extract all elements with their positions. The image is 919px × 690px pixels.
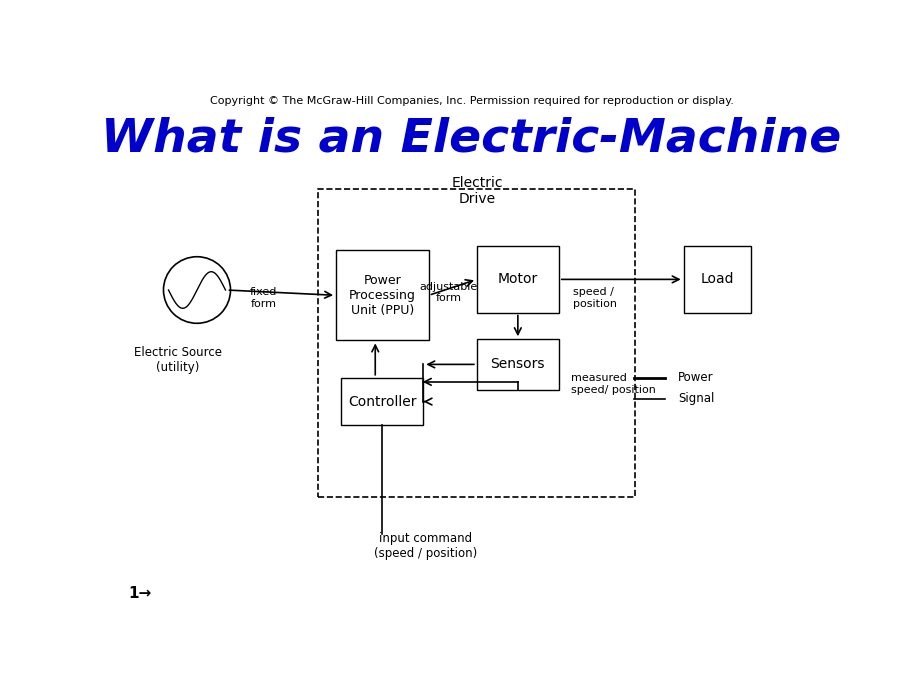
FancyBboxPatch shape: [335, 250, 428, 340]
Text: What is an Electric-Machine: What is an Electric-Machine: [101, 116, 841, 161]
Text: measured
speed/ position: measured speed/ position: [571, 373, 655, 395]
Text: fixed
form: fixed form: [249, 287, 277, 309]
Text: input command
(speed / position): input command (speed / position): [373, 532, 476, 560]
FancyBboxPatch shape: [476, 246, 558, 313]
Text: Sensors: Sensors: [490, 357, 544, 371]
Text: adjustable
form: adjustable form: [419, 282, 477, 304]
FancyBboxPatch shape: [683, 246, 751, 313]
FancyBboxPatch shape: [476, 339, 558, 390]
Text: Load: Load: [700, 273, 733, 286]
Text: Controller: Controller: [347, 395, 416, 408]
Text: Power: Power: [677, 371, 713, 384]
Text: speed /
position: speed / position: [573, 287, 616, 309]
Text: Electric
Drive: Electric Drive: [451, 176, 503, 206]
Text: Electric Source
(utility): Electric Source (utility): [133, 346, 221, 374]
Text: Motor: Motor: [497, 273, 538, 286]
FancyBboxPatch shape: [341, 377, 423, 426]
Text: Power
Processing
Unit (PPU): Power Processing Unit (PPU): [348, 274, 415, 317]
Text: Signal: Signal: [677, 393, 714, 406]
Text: 1→: 1→: [128, 586, 151, 601]
Text: Copyright © The McGraw-Hill Companies, Inc. Permission required for reproduction: Copyright © The McGraw-Hill Companies, I…: [210, 96, 732, 106]
